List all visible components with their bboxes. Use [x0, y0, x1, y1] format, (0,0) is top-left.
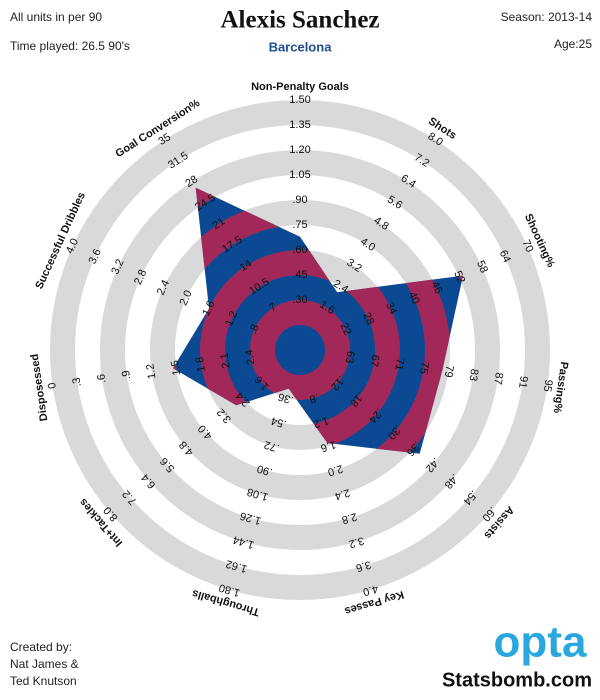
tick-label: 1.6 [319, 438, 337, 454]
tick-label: 46 [429, 280, 445, 296]
tick-label: .72 [263, 438, 281, 454]
tick-label: 3.2 [347, 534, 365, 550]
tick-label: 1.50 [289, 94, 310, 106]
tick-label: 58 [474, 259, 490, 275]
tick-label: .3 [71, 377, 84, 388]
tick-label: 63 [343, 350, 357, 364]
radar-band [250, 300, 350, 400]
tick-label: 4.0 [64, 237, 81, 256]
tick-label: 3.6 [87, 247, 104, 266]
tick-label: .54 [270, 414, 288, 430]
tick-label: 75 [417, 361, 431, 375]
tick-label: 83 [467, 368, 481, 382]
tick-label: 7 [267, 301, 279, 314]
time-note: Time played: 26.5 90's [10, 39, 130, 53]
tick-label: 28 [183, 173, 200, 190]
tick-label: .60 [292, 244, 307, 256]
tick-label: 1.2 [312, 414, 330, 430]
ring-band [100, 150, 500, 550]
tick-label: 2.4 [333, 486, 351, 502]
tick-label: 1.05 [289, 169, 310, 181]
tick-label: 28 [360, 311, 376, 327]
tick-label: .9 [120, 370, 133, 381]
tick-label: .36 [277, 390, 295, 406]
tick-label: 1.2 [223, 309, 240, 328]
tick-label: 3.2 [109, 257, 126, 276]
chart-title: Alexis Sanchez [220, 7, 379, 34]
tick-label: 1.5 [169, 359, 183, 376]
tick-label: 52 [451, 269, 467, 285]
tick-label: 1.08 [246, 485, 270, 503]
tick-label: 67 [368, 354, 382, 368]
tick-label: 1.6 [200, 299, 217, 318]
tick-label: 1.80 [218, 581, 242, 599]
axis-label: Non-Penalty Goals [251, 81, 349, 93]
tick-label: 4.0 [361, 582, 379, 598]
site: Statsbomb.com [442, 669, 592, 691]
tick-label: 1.35 [289, 119, 310, 131]
tick-label: 79 [442, 364, 456, 378]
tick-label: .30 [292, 294, 307, 306]
season-note: Season: 2013-14 [501, 10, 593, 24]
tick-label: 2.8 [132, 268, 149, 287]
tick-label: 2.4 [243, 349, 257, 366]
tick-label: 1.62 [225, 557, 249, 575]
tick-label: 1.44 [232, 533, 256, 551]
tick-label: 2.4 [155, 278, 172, 297]
tick-label: 1.20 [289, 144, 310, 156]
tick-label: .90 [292, 194, 307, 206]
tick-label: 14 [237, 257, 254, 274]
tick-label: 2.8 [340, 510, 358, 526]
tick-label: 2.1 [219, 352, 233, 369]
tick-label: 2.0 [326, 462, 344, 478]
units-note: All units in per 90 [10, 10, 102, 24]
tick-label: 87 [491, 372, 505, 386]
tick-label: 95 [541, 379, 555, 393]
tick-label: 64 [497, 248, 513, 264]
tick-label: 3.6 [354, 558, 372, 574]
credit: Created by: [10, 640, 72, 654]
age-note: Age:25 [554, 37, 592, 51]
tick-label: 1.2 [144, 363, 158, 380]
tick-label: 35 [156, 131, 173, 148]
tick-label: 91 [516, 375, 530, 389]
tick-label: .6 [95, 373, 108, 384]
tick-label: 70 [519, 238, 535, 254]
tick-label: 22 [338, 321, 354, 337]
tick-label: .8 [247, 323, 262, 336]
tick-label: 1.26 [239, 509, 263, 527]
credit: Ted Knutson [10, 674, 77, 688]
tick-label: .75 [292, 219, 307, 231]
tick-label: .90 [256, 462, 274, 478]
ring-band [50, 100, 550, 600]
chart-subtitle: Barcelona [269, 39, 333, 54]
tick-label: .8 [308, 391, 320, 405]
tick-label: 40 [406, 290, 422, 306]
tick-label: 34 [383, 300, 399, 316]
tick-label: 21 [210, 215, 227, 232]
tick-label: .45 [292, 269, 307, 281]
tick-label: 0 [46, 382, 59, 390]
tick-label: 71 [392, 357, 406, 371]
logo: opta [494, 618, 587, 667]
credit: Nat James & [10, 657, 79, 671]
tick-label: 2.0 [178, 289, 195, 308]
tick-label: 1.8 [194, 356, 208, 373]
